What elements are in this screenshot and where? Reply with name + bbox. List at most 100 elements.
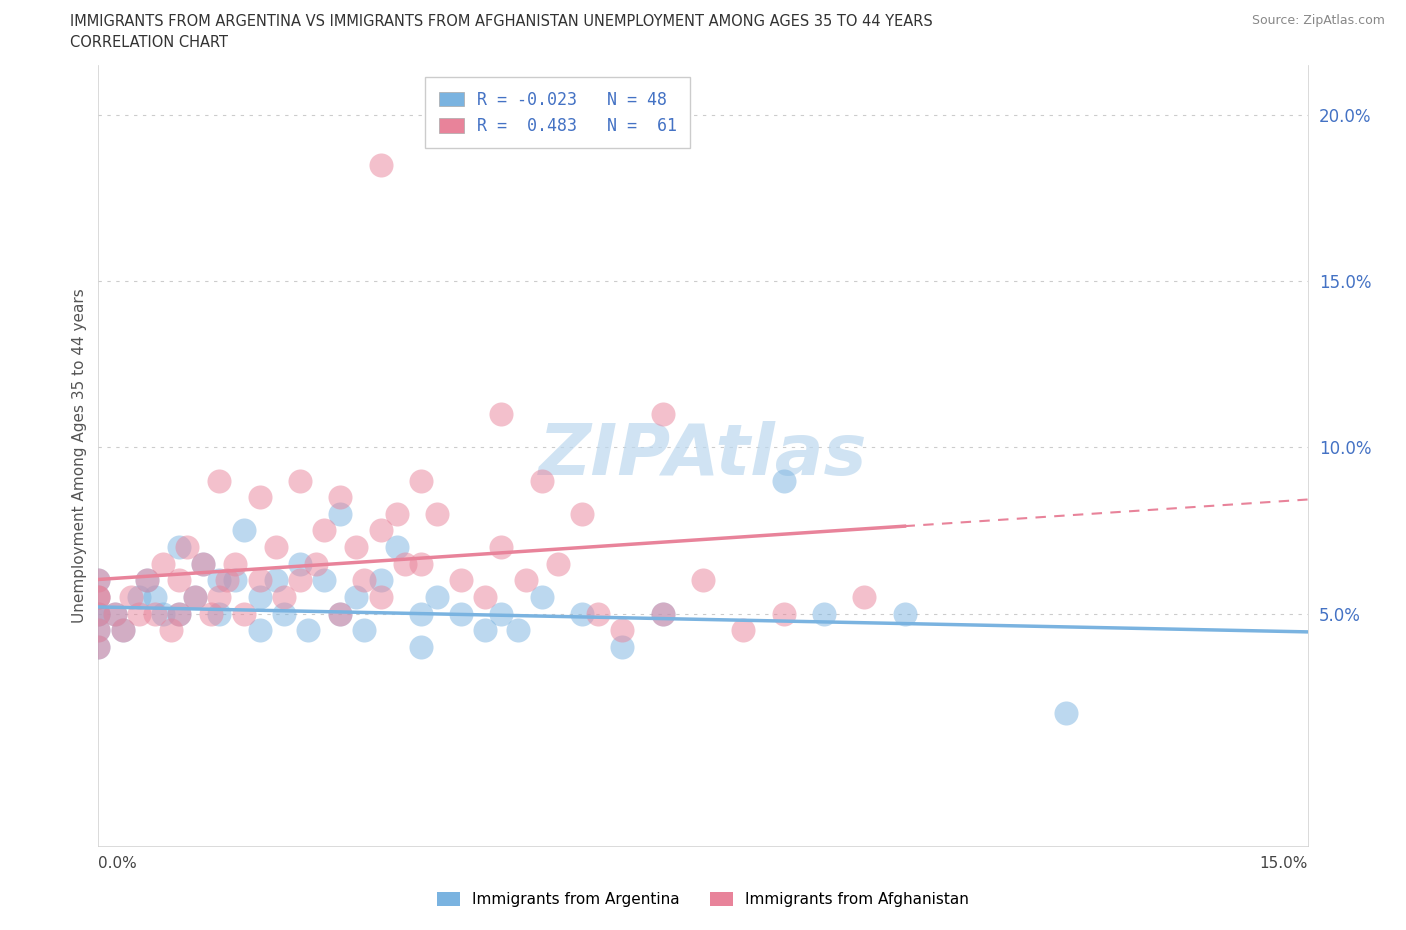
Point	[87, 573, 110, 588]
Point	[409, 473, 432, 488]
Point	[249, 573, 271, 588]
Point	[152, 556, 174, 571]
Legend: R = -0.023   N = 48, R =  0.483   N =  61: R = -0.023 N = 48, R = 0.483 N = 61	[426, 77, 690, 149]
Point	[224, 556, 246, 571]
Point	[200, 606, 222, 621]
Point	[571, 507, 593, 522]
Point	[651, 606, 673, 621]
Point	[249, 490, 271, 505]
Point	[586, 606, 609, 621]
Text: ZIPAtlas: ZIPAtlas	[538, 421, 868, 490]
Point	[370, 590, 392, 604]
Point	[353, 623, 375, 638]
Point	[249, 623, 271, 638]
Point	[87, 640, 110, 655]
Point	[426, 590, 449, 604]
Text: IMMIGRANTS FROM ARGENTINA VS IMMIGRANTS FROM AFGHANISTAN UNEMPLOYMENT AMONG AGES: IMMIGRANTS FROM ARGENTINA VS IMMIGRANTS …	[70, 14, 934, 29]
Point	[193, 556, 215, 571]
Point	[385, 507, 408, 522]
Point	[409, 640, 432, 655]
Point	[87, 623, 110, 638]
Point	[370, 523, 392, 538]
Point	[297, 623, 319, 638]
Point	[491, 539, 513, 554]
Point	[474, 623, 496, 638]
Point	[87, 590, 110, 604]
Point	[208, 590, 231, 604]
Point	[208, 573, 231, 588]
Point	[103, 606, 125, 621]
Point	[450, 573, 472, 588]
Point	[103, 606, 125, 621]
Point	[571, 606, 593, 621]
Point	[273, 590, 295, 604]
Point	[692, 573, 714, 588]
Text: Source: ZipAtlas.com: Source: ZipAtlas.com	[1251, 14, 1385, 27]
Point	[232, 523, 254, 538]
Point	[772, 606, 794, 621]
Point	[515, 573, 537, 588]
Point	[612, 640, 634, 655]
Legend: Immigrants from Argentina, Immigrants from Afghanistan: Immigrants from Argentina, Immigrants fr…	[430, 885, 976, 913]
Point	[314, 573, 336, 588]
Point	[143, 606, 166, 621]
Text: 0.0%: 0.0%	[98, 857, 138, 871]
Point	[87, 590, 110, 604]
Point	[288, 556, 311, 571]
Point	[651, 606, 673, 621]
Point	[143, 590, 166, 604]
Point	[167, 573, 190, 588]
Y-axis label: Unemployment Among Ages 35 to 44 years: Unemployment Among Ages 35 to 44 years	[72, 288, 87, 623]
Point	[353, 573, 375, 588]
Text: 15.0%: 15.0%	[1260, 857, 1308, 871]
Point	[160, 623, 183, 638]
Point	[385, 539, 408, 554]
Point	[87, 623, 110, 638]
Point	[249, 590, 271, 604]
Point	[224, 573, 246, 588]
Point	[329, 507, 352, 522]
Point	[305, 556, 328, 571]
Point	[193, 556, 215, 571]
Point	[167, 606, 190, 621]
Point	[329, 606, 352, 621]
Point	[491, 606, 513, 621]
Point	[370, 573, 392, 588]
Point	[733, 623, 755, 638]
Point	[264, 539, 287, 554]
Point	[87, 606, 110, 621]
Point	[111, 623, 134, 638]
Point	[344, 539, 367, 554]
Point	[329, 490, 352, 505]
Point	[409, 606, 432, 621]
Point	[612, 623, 634, 638]
Point	[813, 606, 835, 621]
Point	[530, 590, 553, 604]
Point	[176, 539, 198, 554]
Point	[273, 606, 295, 621]
Point	[491, 406, 513, 421]
Point	[474, 590, 496, 604]
Point	[329, 606, 352, 621]
Point	[772, 473, 794, 488]
Point	[167, 606, 190, 621]
Point	[208, 606, 231, 621]
Point	[167, 539, 190, 554]
Point	[506, 623, 529, 638]
Point	[120, 590, 142, 604]
Point	[893, 606, 915, 621]
Point	[87, 606, 110, 621]
Point	[288, 573, 311, 588]
Point	[87, 606, 110, 621]
Point	[184, 590, 207, 604]
Point	[547, 556, 569, 571]
Point	[87, 590, 110, 604]
Point	[409, 556, 432, 571]
Point	[426, 507, 449, 522]
Point	[128, 590, 150, 604]
Point	[111, 623, 134, 638]
Point	[288, 473, 311, 488]
Point	[128, 606, 150, 621]
Point	[87, 573, 110, 588]
Point	[530, 473, 553, 488]
